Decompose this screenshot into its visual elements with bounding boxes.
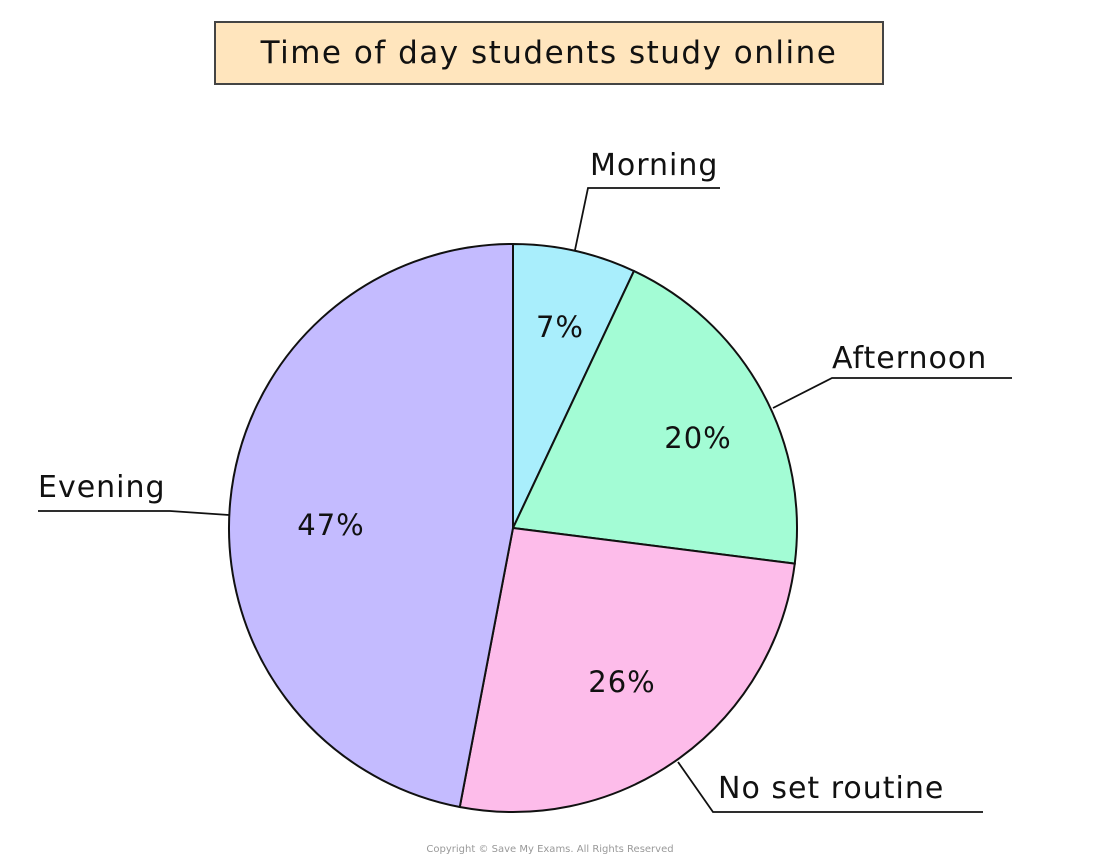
chart-title: Time of day students study online: [214, 21, 884, 85]
pie-slice-no-set-routine: [458, 526, 796, 813]
leader-line-evening: [38, 510, 230, 516]
slice-label-morning: Morning: [590, 148, 718, 183]
pie-slice-morning: [512, 242, 636, 529]
copyright-text: Copyright © Save My Exams. All Rights Re…: [426, 844, 674, 855]
data-label-morning: 7%: [536, 310, 584, 344]
leader-line-afternoon: [772, 377, 1012, 409]
data-label-afternoon: 20%: [664, 421, 731, 455]
data-label-evening: 47%: [297, 508, 364, 542]
data-label-no-set-routine: 26%: [588, 665, 655, 699]
slice-label-afternoon: Afternoon: [832, 341, 987, 376]
slice-label-no-set-routine: No set routine: [718, 771, 944, 806]
slice-label-evening: Evening: [38, 470, 166, 505]
pie-slice-evening: [228, 242, 514, 809]
leader-line-morning: [574, 187, 720, 251]
leader-line-no-set-routine: [677, 761, 983, 813]
pie-slice-afternoon: [511, 269, 798, 565]
